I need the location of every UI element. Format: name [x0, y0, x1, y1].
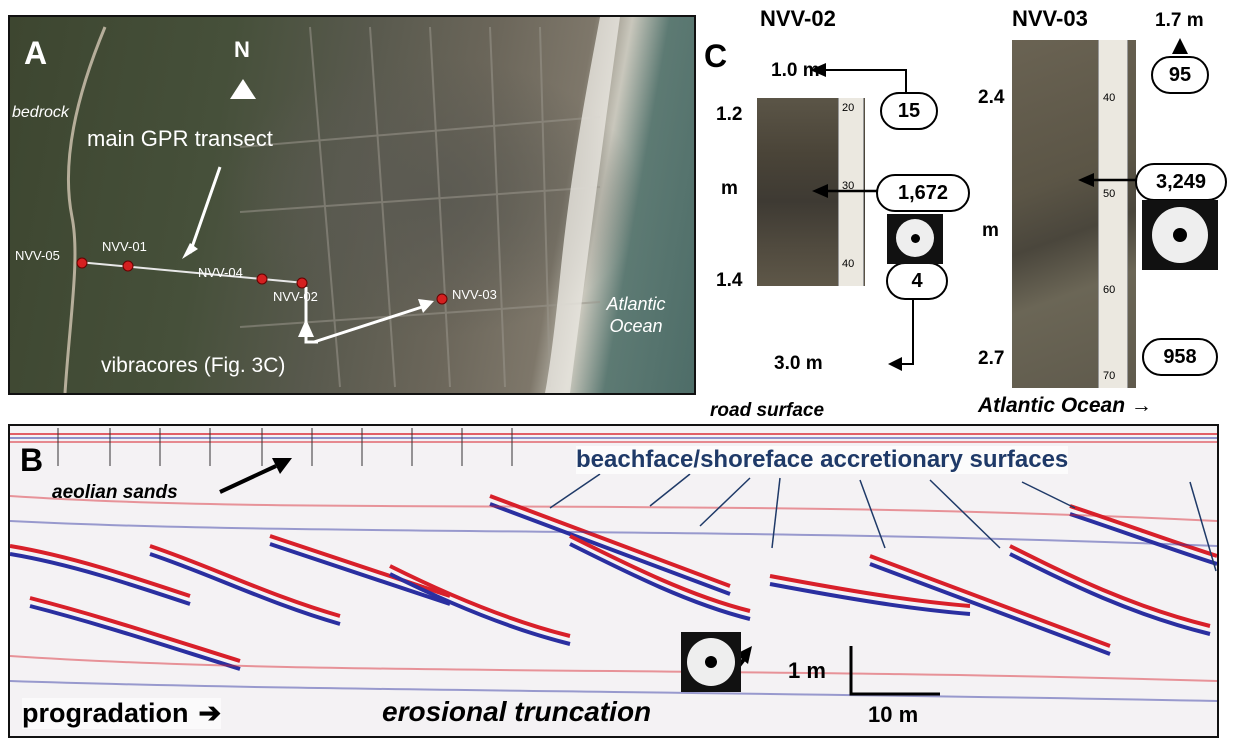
scale-vertical-label: 1 m: [788, 658, 826, 683]
vibracore-arrow-2: [313, 305, 423, 344]
erosional-truncation-label: erosional truncation: [382, 696, 652, 727]
core1-count-mid: 1,672: [876, 174, 970, 212]
core1-count-top: 15: [880, 92, 938, 130]
panel-c-letter: C: [704, 38, 728, 74]
bedrock-label: bedrock: [12, 104, 69, 121]
site-label-nvv03: NVV-03: [452, 287, 497, 302]
aeolian-sands-label: aeolian sands: [52, 482, 178, 503]
north-arrow-icon: [230, 79, 256, 99]
heavy-mineral-icon-2: [1142, 200, 1218, 270]
atlantic-ocean-arrow-label: Atlantic Ocean →: [978, 394, 1152, 417]
north-label: N: [234, 37, 250, 62]
site-label-nvv04: NVV-04: [198, 265, 243, 280]
core1-top-depth: 1.0 m: [771, 60, 820, 81]
panel-b-letter: B: [20, 442, 44, 478]
site-dot-nvv03: [436, 293, 448, 305]
core2-lower-depth: 2.7: [978, 348, 1005, 369]
core1-arrows: [810, 63, 914, 371]
gpr-label-arrow: [188, 166, 222, 254]
core1-lower-depth: 1.4: [716, 270, 743, 291]
gpr-transect-label: main GPR transect: [87, 126, 273, 151]
heavy-mineral-icon-1: [887, 214, 943, 264]
panel-a-letter: A: [24, 35, 48, 71]
beachface-arrows: [549, 473, 1217, 572]
vibracores-label: vibracores (Fig. 3C): [101, 354, 286, 377]
core2-upper-depth: 2.4: [978, 87, 1005, 108]
surface-reflectors: [10, 433, 1217, 443]
road-surface-label: road surface: [710, 400, 825, 421]
site-dot-nvv04: [256, 273, 268, 285]
core2-arrows: [1078, 38, 1188, 187]
gpr-profile-panel: B aeolian sands beachface/shoreface accr…: [8, 424, 1219, 738]
site-markers: [76, 257, 448, 305]
gpr-profile-graphics: [10, 428, 1217, 702]
site-label-nvv02: NVV-02: [273, 289, 318, 304]
faint-reflectors: [10, 495, 1217, 702]
core1-upper-depth: 1.2: [716, 104, 743, 125]
core2-count-bottom: 958: [1142, 338, 1218, 376]
aerial-photo-panel: A N bedrock main GPR transect NVV-05 NVV…: [8, 15, 696, 395]
core1-unit: m: [721, 178, 738, 199]
site-dot-nvv02: [296, 277, 308, 289]
site-dot-nvv05: [76, 257, 88, 269]
scale-horizontal-label: 10 m: [868, 702, 919, 727]
scale-bar: [849, 646, 940, 696]
core2-top-depth: 1.7 m: [1155, 10, 1204, 31]
core2-count-top: 95: [1151, 56, 1209, 94]
core1-bottom-depth: 3.0 m: [774, 353, 823, 374]
gpr-transect-line: [77, 261, 306, 284]
aerial-map-graphics: [63, 17, 620, 393]
atlantic-ocean-label: Atlantic Ocean: [606, 294, 666, 336]
aeolian-arrow: [219, 464, 277, 494]
core2-ruler: 40 50 60 70: [1098, 40, 1128, 388]
beachface-label: beachface/shoreface accretionary surface…: [576, 446, 1069, 474]
core2-unit: m: [982, 220, 999, 241]
core2-title: NVV-03: [1012, 6, 1088, 31]
site-label-nvv01: NVV-01: [102, 239, 147, 254]
trace-ticks: [57, 428, 513, 466]
site-dot-nvv01: [122, 260, 134, 272]
site-label-nvv05: NVV-05: [15, 248, 60, 263]
bedrock-road: [63, 26, 107, 393]
heavy-mineral-icon-3: [681, 632, 741, 692]
road-grid: [239, 26, 601, 388]
progradation-label: progradation ➔: [22, 698, 222, 729]
dipping-reflectors: [10, 494, 1217, 671]
surf-zone: [545, 17, 620, 393]
core1-title: NVV-02: [760, 6, 836, 31]
core2-count-mid: 3,249: [1135, 163, 1227, 201]
